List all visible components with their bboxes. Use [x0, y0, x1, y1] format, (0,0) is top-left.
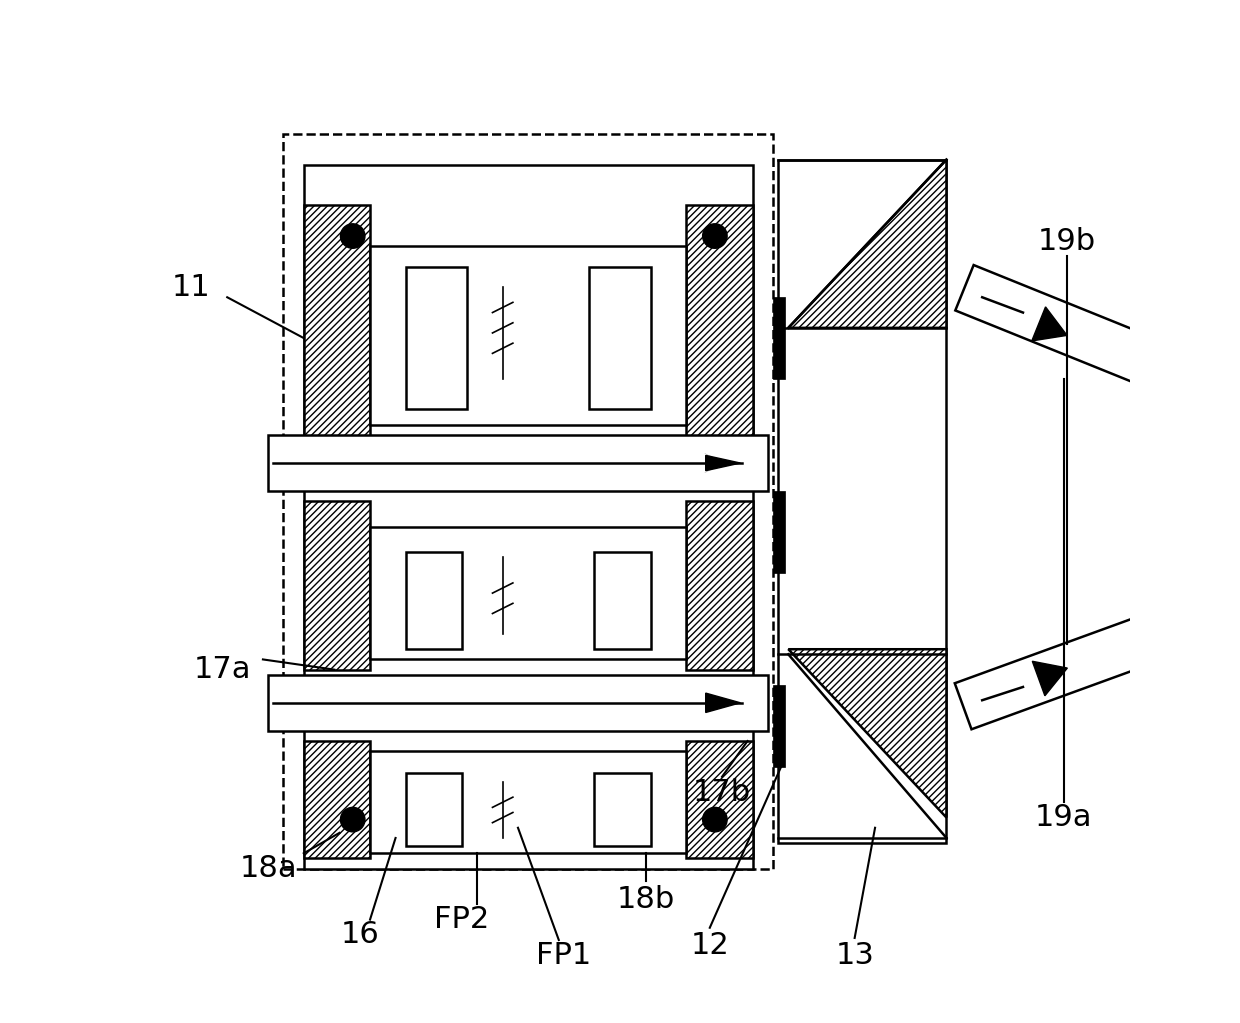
Circle shape	[703, 807, 727, 832]
Polygon shape	[789, 160, 946, 327]
Bar	[686, 501, 753, 670]
Bar	[370, 247, 686, 425]
Circle shape	[341, 224, 365, 249]
Bar	[370, 751, 686, 853]
Polygon shape	[706, 694, 740, 712]
Text: 18a: 18a	[239, 854, 296, 883]
Text: 19a: 19a	[1035, 803, 1092, 832]
Bar	[304, 725, 753, 869]
Polygon shape	[706, 455, 740, 471]
Bar	[773, 298, 785, 379]
Circle shape	[341, 807, 365, 832]
Text: 11: 11	[172, 272, 211, 302]
Polygon shape	[955, 610, 1173, 729]
Bar	[773, 685, 785, 766]
Bar	[304, 741, 370, 858]
Bar	[268, 675, 768, 730]
Text: FP2: FP2	[434, 905, 490, 934]
Text: 12: 12	[691, 931, 729, 960]
Text: 17a: 17a	[193, 655, 250, 684]
Text: 19b: 19b	[1038, 227, 1096, 256]
Bar	[686, 206, 753, 460]
Polygon shape	[789, 650, 946, 817]
Polygon shape	[1032, 307, 1068, 341]
Text: 13: 13	[836, 941, 874, 970]
Polygon shape	[1033, 661, 1068, 696]
Bar	[283, 134, 773, 869]
Bar	[304, 206, 370, 460]
Bar	[779, 160, 946, 843]
Circle shape	[703, 224, 727, 249]
Bar	[686, 741, 753, 858]
Polygon shape	[955, 265, 1172, 391]
Bar	[773, 491, 785, 573]
Bar	[405, 267, 467, 409]
Bar	[594, 552, 651, 650]
Bar	[405, 552, 461, 650]
Bar	[589, 267, 651, 409]
Bar	[268, 435, 768, 491]
Text: 17b: 17b	[693, 777, 751, 806]
Text: 16: 16	[341, 921, 379, 949]
Bar	[370, 527, 686, 660]
Bar	[304, 501, 370, 670]
Text: FP1: FP1	[536, 941, 591, 970]
Bar	[405, 772, 461, 846]
Bar	[304, 481, 753, 685]
Text: 18b: 18b	[616, 885, 675, 914]
Bar	[304, 165, 753, 481]
Bar	[594, 772, 651, 846]
